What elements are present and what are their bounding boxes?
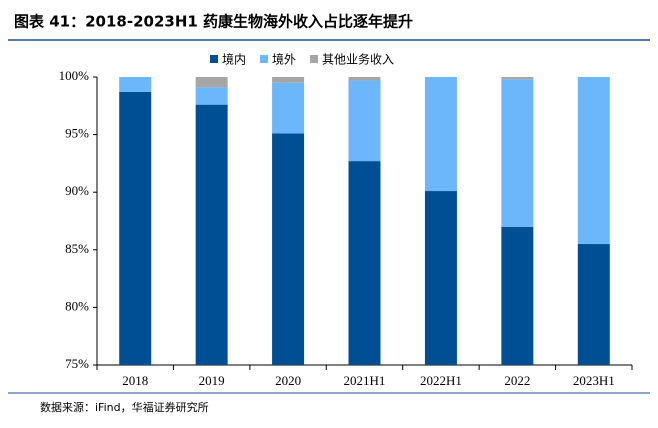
x-tick-label: 2020	[275, 373, 301, 388]
bar-segment	[577, 77, 610, 245]
legend-swatch	[260, 55, 269, 63]
x-tick-label: 2022	[504, 373, 530, 388]
y-tick-label: 90%	[65, 183, 89, 198]
bar-segment	[348, 77, 381, 81]
bar-segment	[195, 77, 228, 88]
legend-label: 境内	[222, 52, 246, 67]
bar-segment	[501, 79, 534, 227]
bar-segment	[272, 77, 305, 83]
bar-segment	[501, 226, 534, 365]
y-tick-label: 80%	[65, 298, 89, 313]
legend-swatch	[310, 55, 319, 63]
bar-segment	[195, 104, 228, 365]
bar-segment	[424, 77, 457, 192]
x-tick-label: 2021H1	[344, 373, 386, 388]
bar-segment	[119, 77, 152, 92]
bar-segment	[424, 191, 457, 365]
y-tick-label: 75%	[65, 356, 89, 371]
y-tick-label: 85%	[65, 241, 89, 256]
x-tick-label: 2019	[199, 373, 225, 388]
bar-segment	[119, 91, 152, 365]
bar-segment	[195, 87, 228, 105]
bar-segment	[348, 80, 381, 162]
x-tick-label: 2018	[122, 373, 148, 388]
bar-segment	[272, 82, 305, 134]
source-note: 数据来源：iFind，华福证券研究所	[40, 400, 209, 414]
x-tick-label: 2022H1	[420, 373, 462, 388]
bar-segment	[348, 161, 381, 365]
legend-swatch	[210, 55, 218, 63]
chart-title: 图表 41：2018-2023H1 药康生物海外收入占比逐年提升	[14, 13, 413, 31]
y-tick-label: 100%	[59, 68, 90, 83]
x-tick-label: 2023H1	[573, 373, 615, 388]
bar-segment	[272, 133, 305, 365]
bar-segment	[501, 77, 534, 80]
y-tick-label: 95%	[65, 126, 89, 141]
legend-label: 境外	[272, 52, 296, 67]
legend-label: 其他业务收入	[322, 52, 394, 67]
bar-segment	[577, 244, 610, 365]
